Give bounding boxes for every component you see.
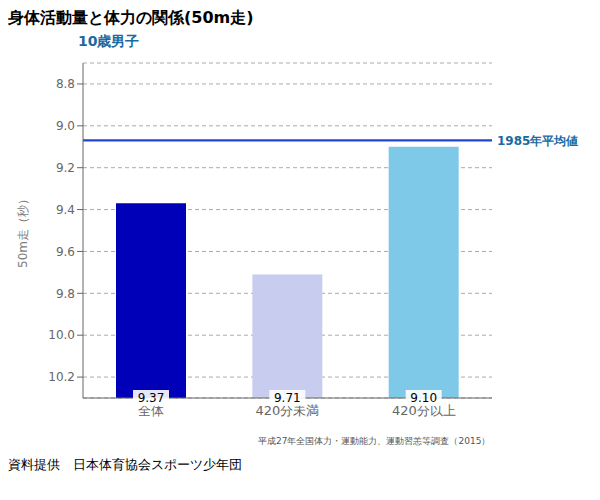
svg-text:8.8: 8.8 [56,77,75,91]
svg-text:1985年平均値: 1985年平均値 [497,134,578,148]
html-text:資料提供 日本体育協会スポーツ少年団: 資料提供 日本体育協会スポーツ少年団 [8,457,242,472]
svg-text:9.71: 9.71 [274,391,301,405]
svg-text:9.2: 9.2 [56,161,75,175]
svg-text:全体: 全体 [138,403,165,419]
html-text:身体活動量と体力の関係(50m走): 身体活動量と体力の関係(50m走) [8,8,254,27]
svg-text:9.4: 9.4 [56,203,75,217]
svg-text:10.2: 10.2 [48,370,75,384]
svg-text:9.6: 9.6 [56,245,75,259]
svg-text:9.37: 9.37 [138,391,165,405]
svg-text:9.8: 9.8 [56,287,75,301]
html-text:10歳男子: 10歳男子 [78,33,140,49]
svg-text:9.10: 9.10 [410,391,437,405]
svg-text:9.0: 9.0 [56,119,75,133]
svg-text:50m走（秒）: 50m走（秒） [16,193,30,268]
svg-text:420分未満: 420分未満 [255,403,320,419]
html-text:平成27年全国体力・運動能力、運動習恙等調査（2015）: 平成27年全国体力・運動能力、運動習恙等調査（2015） [258,436,491,446]
svg-text:420分以上: 420分以上 [391,403,456,419]
svg-text:10.0: 10.0 [48,328,75,342]
